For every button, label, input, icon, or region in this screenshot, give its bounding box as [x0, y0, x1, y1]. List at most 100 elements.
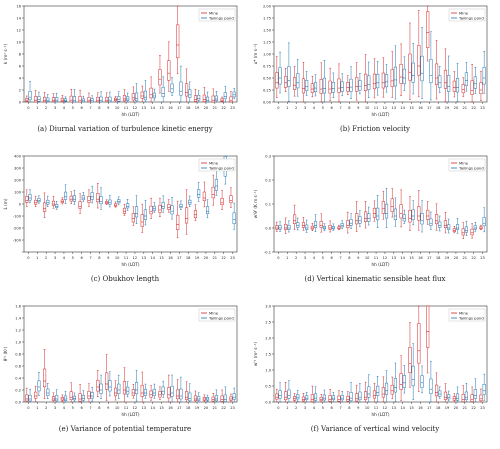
box-body	[367, 386, 371, 398]
box-body	[322, 394, 326, 401]
box-mine-hour-17	[426, 201, 430, 225]
x-tick-label: 20	[454, 106, 459, 110]
box-mine-hour-23	[229, 91, 233, 103]
box-tailings-pond-hour-12	[134, 370, 139, 402]
x-tick-label: 3	[54, 106, 56, 110]
box-body	[214, 95, 218, 101]
box-body	[328, 80, 332, 94]
box-mine-hour-2	[43, 192, 47, 218]
x-tick-label: 19	[445, 106, 450, 110]
box-body	[429, 59, 433, 84]
caption-obukhov: (c) Obukhov length	[90, 275, 160, 283]
x-tick-label: 7	[89, 406, 91, 410]
box-tailings-pond-hour-7	[340, 391, 344, 403]
x-tick-label: 9	[107, 106, 110, 110]
box-tailings-pond-hour-7	[90, 386, 94, 402]
box-mine-hour-20	[202, 181, 206, 208]
x-axis-label: hh (LDT)	[121, 412, 139, 417]
box-body	[402, 375, 406, 388]
box-mine-hour-1	[284, 67, 288, 92]
box-mine-hour-12	[131, 206, 135, 226]
box-tailings-pond-hour-0	[28, 388, 32, 403]
box-body	[211, 95, 215, 103]
box-body	[81, 395, 85, 401]
box-body	[197, 189, 201, 198]
box-body	[55, 204, 59, 208]
box-body	[464, 226, 468, 233]
box-body	[25, 196, 29, 203]
box-body	[220, 395, 224, 402]
box-tailings-pond-hour-9	[358, 383, 362, 403]
box-mine-hour-6	[78, 384, 82, 403]
box-mine-hour-5	[319, 213, 323, 233]
box-body	[313, 221, 318, 228]
x-tick-label: 12	[133, 406, 138, 410]
box-body	[232, 212, 236, 225]
caption-heat-flux: (d) Vertical kinematic sensible heat flu…	[304, 275, 446, 283]
box-mine-hour-22	[470, 223, 474, 239]
box-body	[284, 224, 288, 230]
box-mine-hour-0	[275, 221, 279, 232]
box-mine-hour-10	[364, 201, 368, 229]
box-tailings-pond-hour-15	[411, 43, 415, 95]
box-body	[167, 387, 171, 399]
x-tick-label: 9	[107, 406, 110, 410]
box-body	[417, 206, 421, 221]
box-body	[438, 390, 442, 397]
box-body	[223, 394, 227, 402]
box-tailings-pond-hour-3	[55, 389, 59, 403]
box-tailings-pond-hour-17	[179, 376, 183, 403]
box-tailings-pond-hour-13	[393, 362, 397, 402]
x-tick-label: 1	[286, 406, 288, 410]
box-tailings-pond-hour-19	[447, 218, 451, 234]
x-tick-label: 10	[115, 106, 120, 110]
x-tick-label: 8	[98, 106, 101, 110]
y-axis-label: u* (m s⁻¹)	[253, 43, 258, 64]
y-tick-label: -0.1	[264, 251, 271, 255]
box-body	[158, 69, 162, 86]
box-body	[364, 391, 368, 401]
y-tick-label: 200	[14, 179, 22, 183]
box-body	[301, 78, 306, 94]
caption-tke: (a) Diurnal variation of turbulence kine…	[37, 125, 213, 133]
x-tick-label: 2	[45, 106, 47, 110]
box-tailings-pond-hour-17	[429, 211, 433, 230]
box-mine-hour-2	[43, 349, 47, 400]
box-tailings-pond-hour-21	[464, 383, 468, 403]
x-tick-label: 14	[400, 256, 405, 260]
box-body	[452, 396, 456, 401]
y-axis-label: L (m)	[3, 198, 8, 209]
x-tick-label: 16	[168, 256, 173, 260]
legend-label-mine: Mine	[209, 310, 219, 315]
box-body	[296, 394, 300, 400]
x-tick-label: 8	[348, 406, 351, 410]
box-body	[179, 81, 183, 96]
box-mine-hour-22	[220, 96, 224, 103]
x-tick-label: 14	[400, 106, 405, 110]
box-body	[420, 375, 424, 388]
chart-friction-velocity: 0.00 0.25 0.50 0.75 1.00 1.25 1.50 1.75 2.00 u* (…	[253, 5, 488, 117]
x-tick-label: 6	[81, 406, 84, 410]
box-body	[149, 87, 153, 99]
box-mine-hour-11	[122, 203, 127, 216]
box-tailings-pond-hour-16	[420, 27, 424, 99]
x-axis-label: hh (LDT)	[121, 112, 139, 117]
x-tick-label: 3	[54, 256, 56, 260]
x-tick-label: 19	[195, 406, 200, 410]
box-tailings-pond-hour-12	[134, 195, 139, 224]
box-body	[381, 387, 385, 398]
legend-label-mine: Mine	[459, 10, 469, 15]
box-tailings-pond-hour-19	[197, 90, 201, 103]
box-body	[381, 201, 385, 214]
box-tailings-pond-hour-3	[305, 71, 309, 96]
y-axis-label: w'θ' (K m s⁻¹)	[253, 189, 258, 218]
box-body	[90, 392, 94, 399]
box-mine-hour-17	[426, 5, 430, 62]
box-mine-hour-16	[417, 305, 421, 392]
x-tick-label: 21	[213, 406, 218, 410]
box-mine-hour-0	[25, 189, 29, 207]
legend-label-mine: Mine	[209, 10, 219, 15]
x-tick-label: 3	[304, 256, 306, 260]
legend-label-tailings-pond: Tailings pond	[458, 315, 484, 320]
